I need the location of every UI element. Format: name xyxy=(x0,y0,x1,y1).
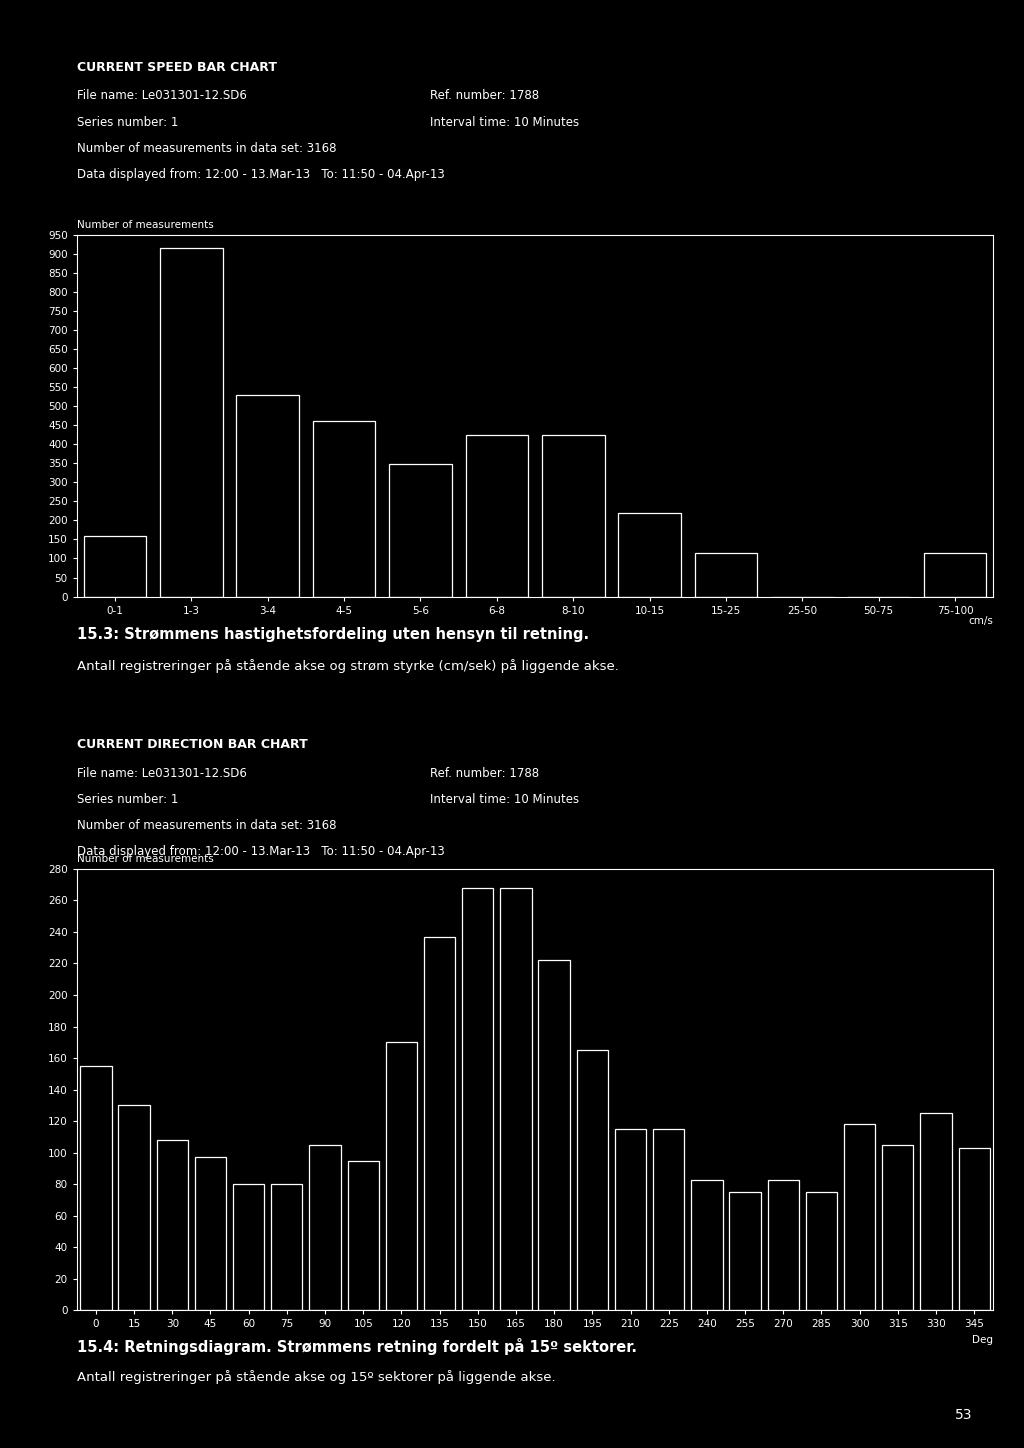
Bar xyxy=(80,1066,112,1310)
Bar xyxy=(160,248,222,597)
Text: Deg: Deg xyxy=(972,1335,993,1345)
Bar xyxy=(958,1148,990,1310)
Bar xyxy=(233,1184,264,1310)
Text: Series number: 1: Series number: 1 xyxy=(77,116,178,129)
Bar xyxy=(389,463,452,597)
Text: Data displayed from: 12:00 - 13.Mar-13   To: 11:50 - 04.Apr-13: Data displayed from: 12:00 - 13.Mar-13 T… xyxy=(77,846,444,859)
Bar xyxy=(466,434,528,597)
Text: Number of measurements in data set: 3168: Number of measurements in data set: 3168 xyxy=(77,820,336,833)
Bar xyxy=(237,395,299,597)
Bar xyxy=(157,1140,188,1310)
Bar xyxy=(309,1145,341,1310)
Bar xyxy=(768,1180,799,1310)
Text: Number of measurements: Number of measurements xyxy=(77,853,214,863)
Bar xyxy=(577,1050,608,1310)
Text: cm/s: cm/s xyxy=(969,617,993,627)
Text: CURRENT DIRECTION BAR CHART: CURRENT DIRECTION BAR CHART xyxy=(77,738,307,752)
Bar xyxy=(694,553,758,597)
Text: 15.4: Retningsdiagram. Strømmens retning fordelt på 15º sektorer.: 15.4: Retningsdiagram. Strømmens retning… xyxy=(77,1338,637,1355)
Bar xyxy=(462,888,494,1310)
Bar xyxy=(653,1129,684,1310)
Bar xyxy=(386,1043,417,1310)
Text: Number of measurements in data set: 3168: Number of measurements in data set: 3168 xyxy=(77,142,336,155)
Bar xyxy=(844,1124,876,1310)
Bar xyxy=(424,937,456,1310)
Bar xyxy=(119,1105,150,1310)
Text: Interval time: 10 Minutes: Interval time: 10 Minutes xyxy=(430,794,580,807)
Text: File name: Le031301-12.SD6: File name: Le031301-12.SD6 xyxy=(77,90,247,103)
Bar xyxy=(542,434,604,597)
Text: Ref. number: 1788: Ref. number: 1788 xyxy=(430,90,540,103)
Text: Number of measurements: Number of measurements xyxy=(77,220,214,230)
Bar xyxy=(921,1114,951,1310)
Bar xyxy=(691,1180,723,1310)
Bar xyxy=(729,1192,761,1310)
Text: Data displayed from: 12:00 - 13.Mar-13   To: 11:50 - 04.Apr-13: Data displayed from: 12:00 - 13.Mar-13 T… xyxy=(77,168,444,181)
Bar xyxy=(882,1145,913,1310)
Text: 53: 53 xyxy=(955,1407,973,1422)
Bar xyxy=(347,1161,379,1310)
Text: File name: Le031301-12.SD6: File name: Le031301-12.SD6 xyxy=(77,767,247,780)
Bar xyxy=(539,960,569,1310)
Bar xyxy=(84,536,146,597)
Bar xyxy=(271,1184,302,1310)
Bar xyxy=(924,553,986,597)
Text: Series number: 1: Series number: 1 xyxy=(77,794,178,807)
Text: Interval time: 10 Minutes: Interval time: 10 Minutes xyxy=(430,116,580,129)
Bar xyxy=(614,1129,646,1310)
Text: Ref. number: 1788: Ref. number: 1788 xyxy=(430,767,540,780)
Text: CURRENT SPEED BAR CHART: CURRENT SPEED BAR CHART xyxy=(77,61,276,74)
Bar xyxy=(501,888,531,1310)
Text: 15.3: Strømmens hastighetsfordeling uten hensyn til retning.: 15.3: Strømmens hastighetsfordeling uten… xyxy=(77,627,589,641)
Text: Antall registreringer på stående akse og strøm styrke (cm/sek) på liggende akse.: Antall registreringer på stående akse og… xyxy=(77,659,618,673)
Bar xyxy=(618,513,681,597)
Bar xyxy=(806,1192,837,1310)
Bar xyxy=(312,421,376,597)
Bar xyxy=(195,1157,226,1310)
Text: Antall registreringer på stående akse og 15º sektorer på liggende akse.: Antall registreringer på stående akse og… xyxy=(77,1370,555,1384)
